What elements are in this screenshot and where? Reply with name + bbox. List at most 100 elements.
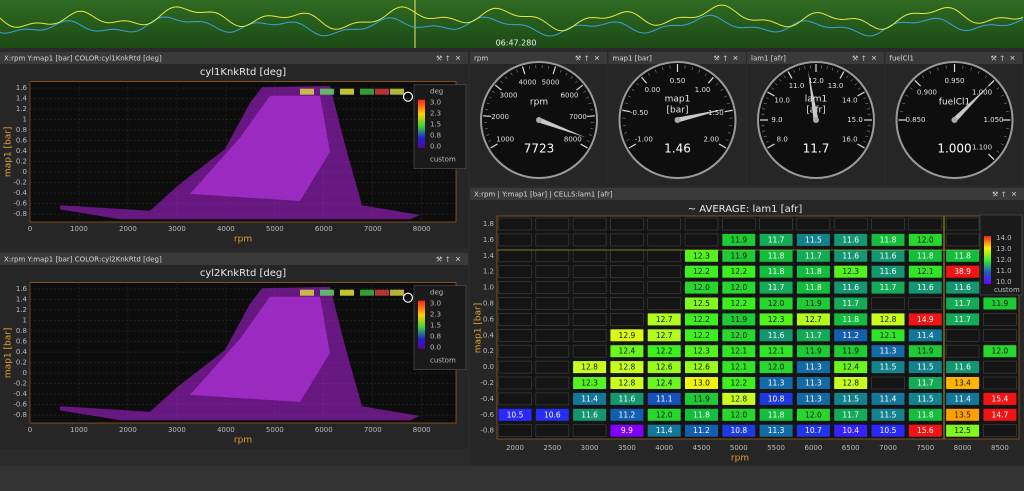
cell[interactable] — [685, 408, 718, 421]
cell[interactable] — [908, 424, 942, 437]
cell[interactable] — [871, 265, 905, 278]
close-button[interactable]: ✕ — [733, 55, 739, 63]
cell[interactable] — [573, 392, 607, 405]
cell[interactable] — [759, 313, 793, 326]
cell[interactable] — [834, 424, 868, 437]
cell[interactable] — [983, 392, 1017, 405]
settings-button[interactable]: ⚒ — [991, 55, 997, 63]
cell[interactable] — [759, 233, 793, 246]
legend-toggle[interactable] — [402, 91, 414, 102]
cell[interactable] — [796, 297, 830, 310]
cell[interactable] — [759, 392, 793, 405]
cell[interactable] — [871, 281, 905, 294]
cell[interactable] — [498, 408, 532, 421]
cell[interactable] — [722, 408, 756, 421]
cell[interactable] — [946, 377, 980, 389]
close-button[interactable]: ✕ — [1011, 191, 1017, 199]
cell[interactable] — [759, 361, 793, 374]
cell[interactable] — [573, 361, 607, 374]
pin-button[interactable]: † — [724, 55, 728, 63]
cell[interactable] — [610, 408, 644, 421]
close-button[interactable]: ✕ — [594, 55, 600, 63]
cell[interactable] — [871, 233, 905, 246]
settings-button[interactable]: ⚒ — [436, 256, 442, 264]
close-button[interactable]: ✕ — [455, 55, 461, 63]
cell[interactable] — [647, 424, 681, 437]
cell[interactable] — [685, 297, 718, 310]
cell[interactable] — [871, 392, 905, 405]
cell[interactable] — [796, 377, 830, 389]
cell[interactable] — [871, 424, 905, 437]
pin-button[interactable]: † — [1002, 191, 1006, 199]
cell[interactable] — [722, 329, 756, 342]
cell[interactable] — [610, 392, 644, 405]
cell[interactable] — [796, 233, 830, 246]
cell[interactable] — [796, 345, 830, 358]
cell[interactable] — [685, 329, 718, 342]
cell[interactable] — [759, 345, 793, 358]
cell[interactable] — [722, 249, 756, 262]
cell[interactable] — [759, 408, 793, 421]
cell[interactable] — [834, 392, 868, 405]
pin-button[interactable]: † — [585, 55, 589, 63]
cell[interactable] — [647, 392, 681, 405]
cell[interactable] — [759, 424, 793, 437]
cell[interactable] — [834, 297, 868, 310]
cell[interactable] — [685, 377, 718, 389]
cell[interactable] — [722, 281, 756, 294]
cell[interactable] — [908, 281, 942, 294]
cell[interactable] — [722, 233, 756, 246]
close-button[interactable]: ✕ — [871, 55, 877, 63]
cell[interactable] — [796, 249, 830, 262]
cell[interactable] — [647, 361, 681, 374]
cell[interactable] — [871, 345, 905, 358]
cell[interactable] — [796, 313, 830, 326]
cell[interactable] — [759, 377, 793, 389]
cell[interactable] — [908, 377, 942, 389]
cell[interactable] — [946, 281, 980, 294]
cell[interactable] — [759, 329, 793, 342]
cell[interactable] — [946, 408, 980, 421]
cell[interactable] — [796, 392, 830, 405]
settings-button[interactable]: ⚒ — [852, 55, 858, 63]
pin-button[interactable]: † — [446, 256, 450, 264]
cell[interactable] — [647, 345, 681, 358]
settings-button[interactable]: ⚒ — [436, 55, 442, 63]
cell[interactable] — [685, 424, 718, 437]
cell[interactable] — [722, 392, 756, 405]
cell[interactable] — [834, 233, 868, 246]
cell[interactable] — [647, 313, 681, 326]
cell[interactable] — [685, 345, 718, 358]
cell[interactable] — [796, 329, 830, 342]
cell[interactable] — [908, 265, 942, 278]
cell[interactable] — [796, 408, 830, 421]
cell[interactable] — [722, 345, 756, 358]
cell[interactable] — [946, 424, 980, 437]
cell[interactable] — [983, 297, 1017, 310]
cell[interactable] — [946, 265, 980, 278]
cell[interactable] — [871, 361, 905, 374]
cell[interactable] — [573, 408, 607, 421]
cell[interactable] — [834, 313, 868, 326]
cell[interactable] — [946, 249, 980, 262]
cell[interactable] — [871, 329, 905, 342]
cell[interactable] — [834, 408, 868, 421]
pin-button[interactable]: † — [446, 55, 450, 63]
cell[interactable] — [610, 345, 644, 358]
cell[interactable] — [647, 377, 681, 389]
cell[interactable] — [647, 329, 681, 342]
cell[interactable] — [908, 345, 942, 358]
cell[interactable] — [610, 329, 644, 342]
cell[interactable] — [946, 313, 980, 326]
cell[interactable] — [871, 249, 905, 262]
close-button[interactable]: ✕ — [1010, 55, 1016, 63]
cell[interactable] — [759, 265, 793, 278]
cell[interactable] — [647, 408, 681, 421]
cell[interactable] — [834, 377, 868, 389]
cell[interactable] — [535, 408, 569, 421]
cell[interactable] — [722, 424, 756, 437]
pin-button[interactable]: † — [1001, 55, 1005, 63]
cell[interactable] — [834, 345, 868, 358]
cell[interactable] — [722, 297, 756, 310]
cell[interactable] — [796, 281, 830, 294]
